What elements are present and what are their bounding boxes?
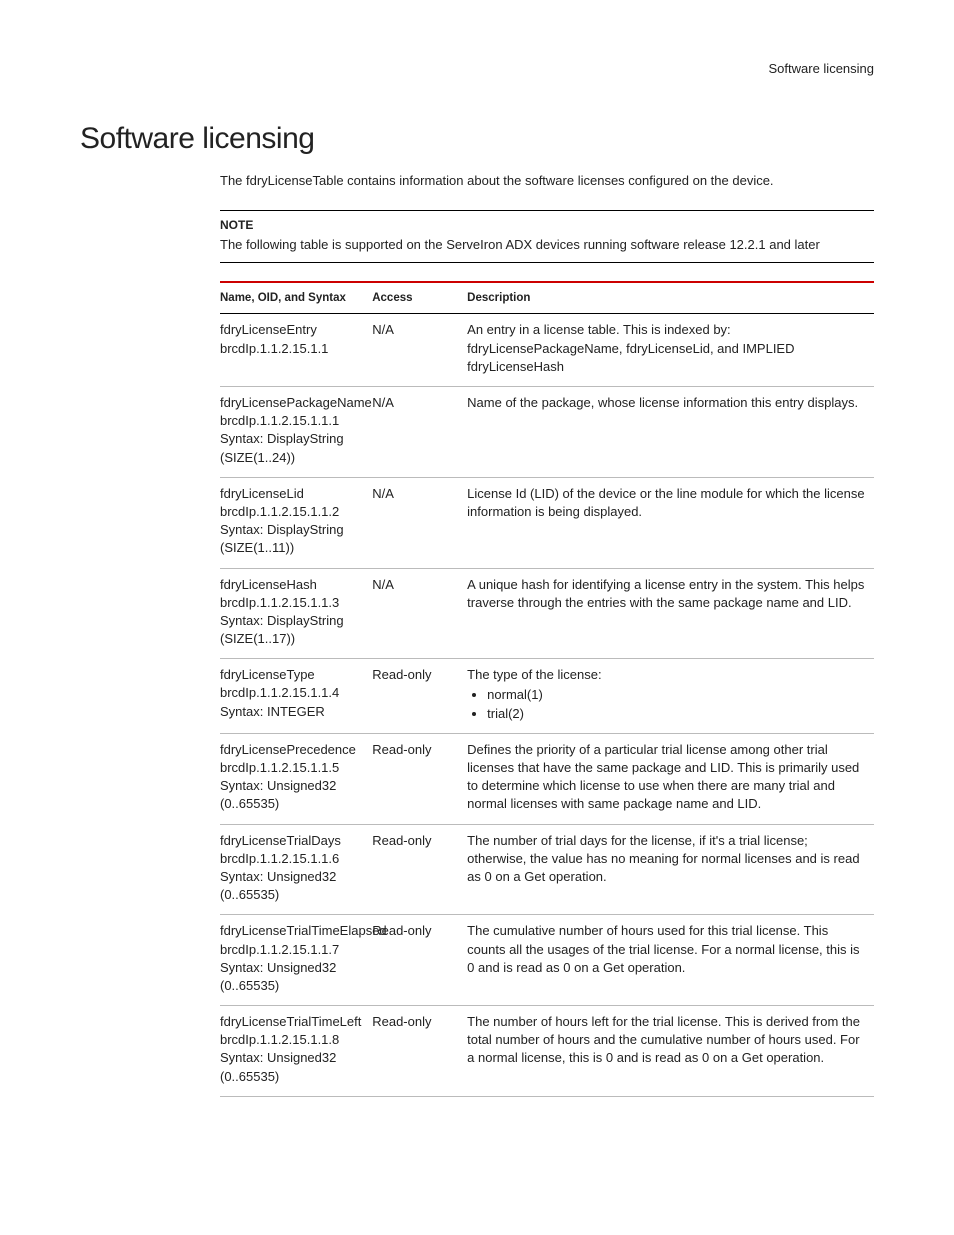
name-line: brcdIp.1.1.2.15.1.1.6 <box>220 850 366 868</box>
cell-description: Name of the package, whose license infor… <box>467 387 874 478</box>
cell-name: fdryLicenseTrialTimeElapsedbrcdIp.1.1.2.… <box>220 915 372 1006</box>
desc-list-item: trial(2) <box>487 705 868 723</box>
name-line: fdryLicenseTrialTimeLeft <box>220 1013 366 1031</box>
name-line: fdryLicenseEntry <box>220 321 366 339</box>
cell-description: The number of trial days for the license… <box>467 824 874 915</box>
cell-name: fdryLicensePrecedencebrcdIp.1.1.2.15.1.1… <box>220 733 372 824</box>
cell-description: The number of hours left for the trial l… <box>467 1006 874 1097</box>
table-row: fdryLicenseTrialTimeElapsedbrcdIp.1.1.2.… <box>220 915 874 1006</box>
license-table: Name, OID, and Syntax Access Description… <box>220 281 874 1096</box>
name-line: fdryLicenseTrialTimeElapsed <box>220 922 366 940</box>
name-line: brcdIp.1.1.2.15.1.1.4 <box>220 684 366 702</box>
name-line: brcdIp.1.1.2.15.1.1.1 <box>220 412 366 430</box>
cell-access: Read-only <box>372 824 467 915</box>
cell-name: fdryLicenseLidbrcdIp.1.1.2.15.1.1.2Synta… <box>220 477 372 568</box>
desc-line: A unique hash for identifying a license … <box>467 576 868 612</box>
cell-access: Read-only <box>372 1006 467 1097</box>
cell-access: Read-only <box>372 659 467 734</box>
desc-list-item: normal(1) <box>487 686 868 704</box>
desc-line: The cumulative number of hours used for … <box>467 922 868 977</box>
name-line: brcdIp.1.1.2.15.1.1.2 <box>220 503 366 521</box>
name-line: Syntax: DisplayString (SIZE(1..11)) <box>220 521 366 557</box>
cell-access: N/A <box>372 568 467 659</box>
page-title: Software licensing <box>80 118 874 160</box>
cell-access: N/A <box>372 387 467 478</box>
table-row: fdryLicenseLidbrcdIp.1.1.2.15.1.1.2Synta… <box>220 477 874 568</box>
cell-name: fdryLicenseTypebrcdIp.1.1.2.15.1.1.4Synt… <box>220 659 372 734</box>
col-header-name: Name, OID, and Syntax <box>220 282 372 314</box>
table-row: fdryLicenseTrialTimeLeftbrcdIp.1.1.2.15.… <box>220 1006 874 1097</box>
cell-name: fdryLicenseTrialDaysbrcdIp.1.1.2.15.1.1.… <box>220 824 372 915</box>
cell-name: fdryLicenseEntrybrcdIp.1.1.2.15.1.1 <box>220 314 372 387</box>
name-line: brcdIp.1.1.2.15.1.1 <box>220 340 366 358</box>
name-line: Syntax: DisplayString (SIZE(1..24)) <box>220 430 366 466</box>
table-row: fdryLicensePrecedencebrcdIp.1.1.2.15.1.1… <box>220 733 874 824</box>
table-row: fdryLicenseTypebrcdIp.1.1.2.15.1.1.4Synt… <box>220 659 874 734</box>
col-header-access: Access <box>372 282 467 314</box>
table-row: fdryLicensePackageNamebrcdIp.1.1.2.15.1.… <box>220 387 874 478</box>
cell-access: N/A <box>372 314 467 387</box>
desc-line: Defines the priority of a particular tri… <box>467 741 868 814</box>
name-line: brcdIp.1.1.2.15.1.1.5 <box>220 759 366 777</box>
name-line: fdryLicenseType <box>220 666 366 684</box>
table-header-row: Name, OID, and Syntax Access Description <box>220 282 874 314</box>
note-block: NOTE The following table is supported on… <box>220 210 874 263</box>
table-row: fdryLicenseTrialDaysbrcdIp.1.1.2.15.1.1.… <box>220 824 874 915</box>
desc-line: Name of the package, whose license infor… <box>467 394 868 412</box>
desc-line: License Id (LID) of the device or the li… <box>467 485 868 521</box>
desc-line: The number of trial days for the license… <box>467 832 868 887</box>
name-line: fdryLicenseTrialDays <box>220 832 366 850</box>
intro-text: The fdryLicenseTable contains informatio… <box>220 172 874 190</box>
name-line: Syntax: DisplayString (SIZE(1..17)) <box>220 612 366 648</box>
cell-name: fdryLicenseHashbrcdIp.1.1.2.15.1.1.3Synt… <box>220 568 372 659</box>
col-header-desc: Description <box>467 282 874 314</box>
name-line: brcdIp.1.1.2.15.1.1.7 <box>220 941 366 959</box>
cell-name: fdryLicensePackageNamebrcdIp.1.1.2.15.1.… <box>220 387 372 478</box>
name-line: brcdIp.1.1.2.15.1.1.3 <box>220 594 366 612</box>
cell-description: An entry in a license table. This is ind… <box>467 314 874 387</box>
cell-description: License Id (LID) of the device or the li… <box>467 477 874 568</box>
cell-access: N/A <box>372 477 467 568</box>
name-line: fdryLicenseHash <box>220 576 366 594</box>
cell-description: The type of the license: normal(1)trial(2… <box>467 659 874 734</box>
name-line: Syntax: Unsigned32 (0..65535) <box>220 959 366 995</box>
content-body: The fdryLicenseTable contains informatio… <box>220 172 874 1097</box>
desc-line: An entry in a license table. This is ind… <box>467 321 868 376</box>
name-line: Syntax: Unsigned32 (0..65535) <box>220 777 366 813</box>
desc-line: The number of hours left for the trial l… <box>467 1013 868 1068</box>
header-label: Software licensing <box>80 60 874 78</box>
name-line: fdryLicenseLid <box>220 485 366 503</box>
cell-description: The cumulative number of hours used for … <box>467 915 874 1006</box>
name-line: Syntax: Unsigned32 (0..65535) <box>220 868 366 904</box>
cell-description: Defines the priority of a particular tri… <box>467 733 874 824</box>
name-line: fdryLicensePrecedence <box>220 741 366 759</box>
desc-list: normal(1)trial(2) <box>467 686 868 722</box>
note-label: NOTE <box>220 217 874 234</box>
desc-line: The type of the license: <box>467 666 868 684</box>
cell-access: Read-only <box>372 915 467 1006</box>
name-line: Syntax: INTEGER <box>220 703 366 721</box>
name-line: brcdIp.1.1.2.15.1.1.8 <box>220 1031 366 1049</box>
note-text: The following table is supported on the … <box>220 236 874 254</box>
name-line: fdryLicensePackageName <box>220 394 366 412</box>
table-row: fdryLicenseEntrybrcdIp.1.1.2.15.1.1N/AAn… <box>220 314 874 387</box>
name-line: Syntax: Unsigned32 (0..65535) <box>220 1049 366 1085</box>
table-row: fdryLicenseHashbrcdIp.1.1.2.15.1.1.3Synt… <box>220 568 874 659</box>
cell-description: A unique hash for identifying a license … <box>467 568 874 659</box>
cell-name: fdryLicenseTrialTimeLeftbrcdIp.1.1.2.15.… <box>220 1006 372 1097</box>
cell-access: Read-only <box>372 733 467 824</box>
